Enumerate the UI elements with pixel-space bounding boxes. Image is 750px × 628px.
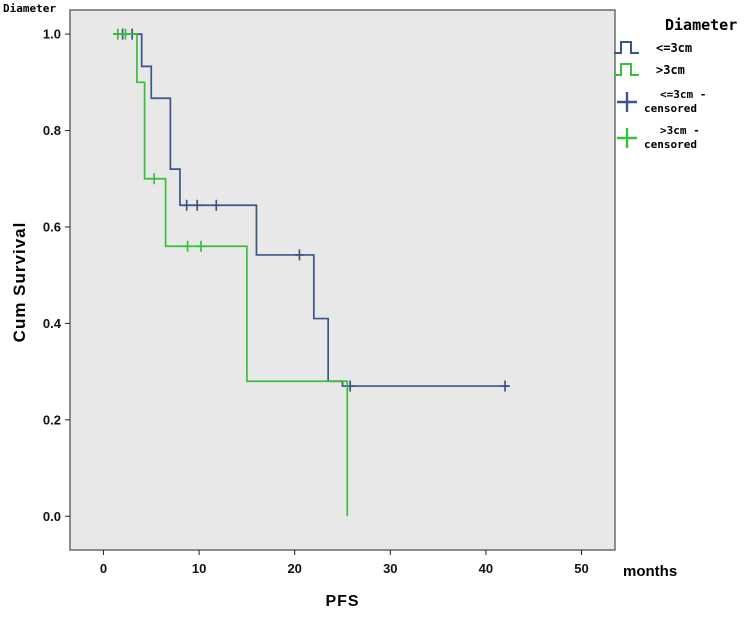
plus-glyph-lines [617, 92, 637, 112]
plus-glyph-lines [617, 128, 637, 148]
y-tick-label: 0.0 [43, 509, 61, 524]
plus-glyph-green [610, 125, 644, 151]
factor-label: Diameter [3, 2, 56, 15]
survival-curve->3cm [113, 33, 349, 517]
step-glyph-path [614, 63, 639, 76]
y-tick-label: 0.4 [43, 316, 62, 331]
x-tick-label: 10 [192, 561, 206, 576]
legend-title: Diameter [665, 16, 738, 34]
legend-label: <=3cm [656, 41, 693, 55]
x-tick-label: 0 [100, 561, 107, 576]
legend-label-group: >3cm - censored [644, 124, 700, 152]
legend-entry-le3cm-censored: <=3cm - censored [610, 88, 750, 116]
step-line-glyph-blue [610, 38, 644, 58]
x-axis-unit-label: months [623, 563, 678, 580]
y-tick-label: 0.2 [43, 412, 61, 427]
x-tick-label: 20 [287, 561, 301, 576]
x-tick-label: 50 [574, 561, 588, 576]
step-line-glyph-green [610, 60, 644, 80]
legend-label-group: <=3cm - censored [644, 88, 706, 116]
legend: Diameter <=3cm >3cm <=3cm - censored [610, 16, 750, 152]
y-tick-label: 0.8 [43, 123, 61, 138]
legend-label: >3cm - [660, 124, 700, 137]
legend-label: >3cm [656, 63, 685, 77]
legend-label-line2: censored [644, 138, 697, 151]
y-tick-label: 1.0 [43, 27, 61, 42]
y-axis-title: Cum Survival [10, 221, 29, 343]
legend-entry-gt3cm-censored: >3cm - censored [610, 124, 750, 152]
legend-label: <=3cm - [660, 88, 707, 101]
plus-glyph-blue [610, 89, 644, 115]
legend-label-line2: censored [644, 102, 697, 115]
plot-background [69, 9, 616, 551]
step-glyph-path [614, 41, 639, 54]
legend-entry-le3cm: <=3cm [610, 38, 750, 58]
x-tick-label: 30 [383, 561, 397, 576]
y-tick-label: 0.6 [43, 219, 61, 234]
legend-entry-gt3cm: >3cm [610, 60, 750, 80]
x-tick-label: 40 [479, 561, 493, 576]
x-axis-title: PFS [325, 593, 360, 610]
